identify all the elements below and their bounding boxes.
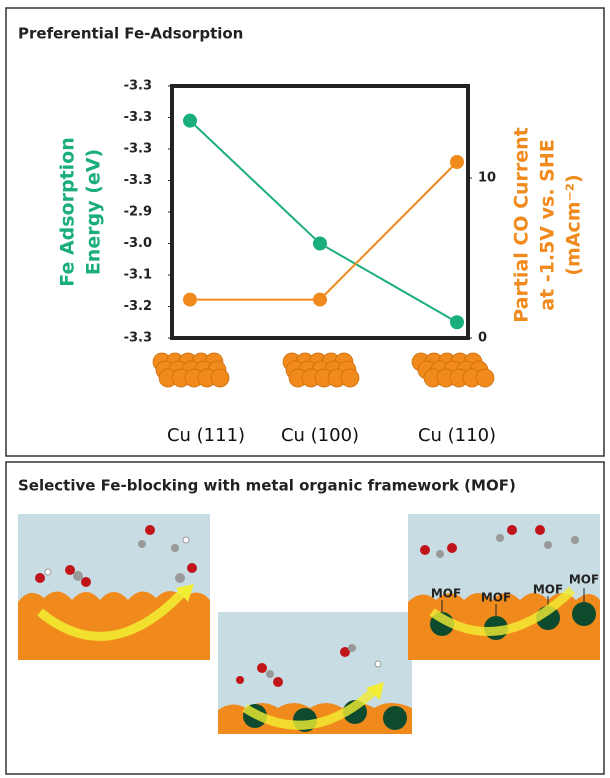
y-tick-label: -3.3 — [124, 173, 152, 188]
point — [450, 315, 464, 330]
point — [183, 113, 197, 128]
mof-label: MOF — [431, 587, 461, 601]
y-tick-label: -3.3 — [124, 142, 152, 157]
y-tick-label: -3.3 — [124, 79, 152, 94]
point — [313, 292, 327, 307]
mof-label: MOF — [533, 583, 563, 597]
mof-label: MOF — [481, 591, 511, 605]
y2-axis-label: at -1.5V vs. SHE — [537, 139, 559, 310]
atom — [475, 368, 495, 388]
atom — [340, 368, 360, 388]
y-tick-label: -3.0 — [124, 236, 152, 251]
y-tick-label: -3.2 — [124, 299, 152, 314]
y2-tick-label: 10 — [478, 171, 496, 186]
x-tick-label: Cu (100) — [281, 425, 359, 446]
mof-label: MOF — [569, 573, 599, 587]
y-axis-label: Fe Adsorption — [57, 137, 79, 287]
y-tick-label: -3.3 — [124, 110, 152, 125]
illustration — [18, 514, 600, 734]
y-tick-label: -3.1 — [124, 268, 152, 283]
panel-title: Selective Fe-blocking with metal organic… — [18, 477, 516, 495]
point — [183, 292, 197, 307]
point — [313, 236, 327, 251]
y-tick-label: -3.3 — [124, 331, 152, 346]
y-axis-label: Energy (eV) — [83, 149, 105, 275]
y2-axis-label: (mAcm⁻²) — [563, 174, 585, 275]
panel-title: Preferential Fe-Adsorption — [18, 25, 243, 43]
x-tick-label: Cu (111) — [167, 425, 245, 446]
atom — [210, 368, 230, 388]
point — [450, 155, 464, 169]
series-line — [190, 161, 458, 301]
y2-axis-label: Partial CO Current — [511, 127, 533, 323]
y2-tick-label: 0 — [478, 331, 487, 346]
top-panel-border — [5, 7, 605, 457]
y-tick-label: -2.9 — [124, 205, 152, 220]
bottom-panel-border — [5, 461, 605, 775]
x-tick-label: Cu (110) — [418, 425, 496, 446]
series-line — [189, 119, 458, 324]
